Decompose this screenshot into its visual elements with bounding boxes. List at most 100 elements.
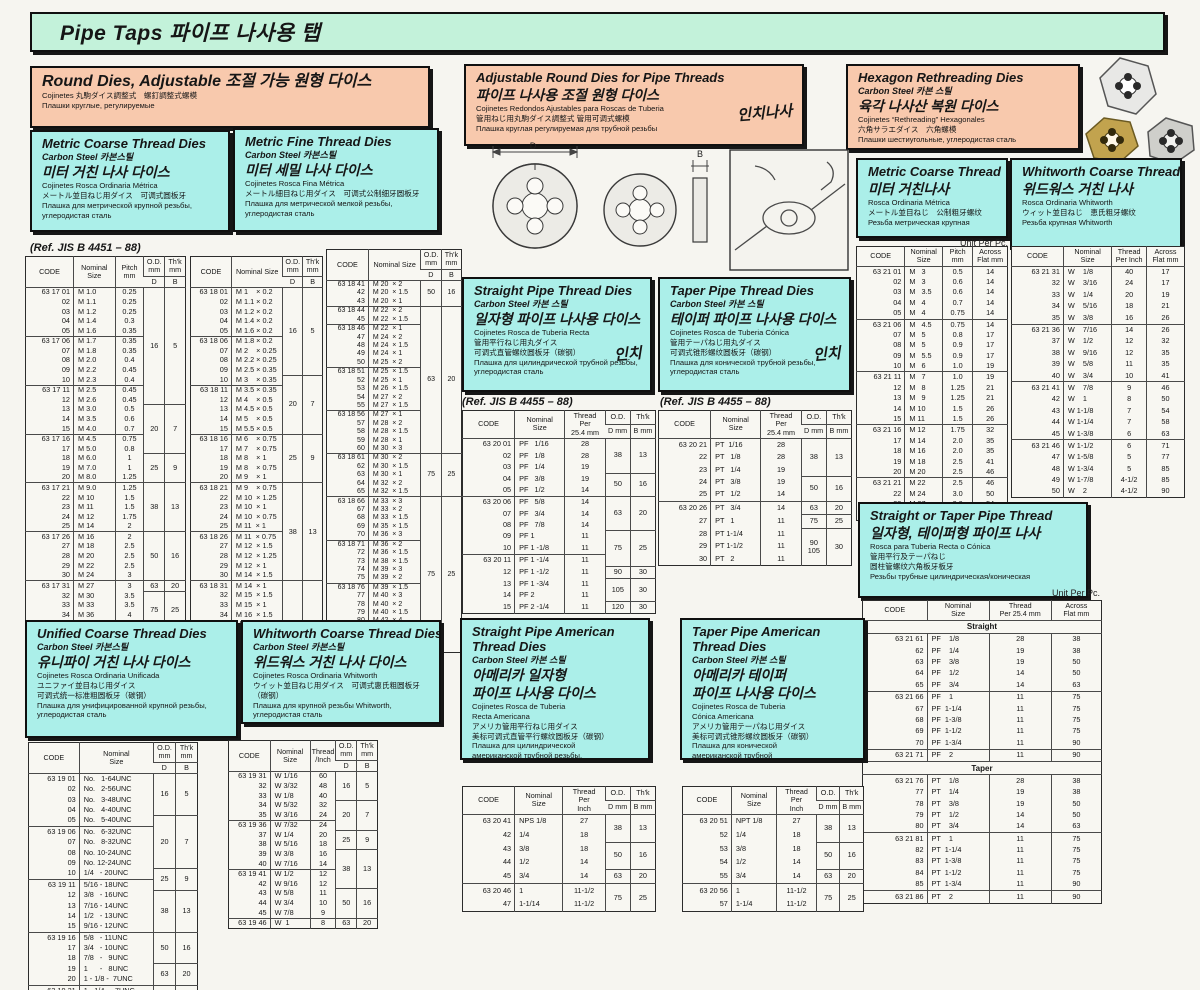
cell: 50 — [335, 888, 357, 919]
table-row: 42 W 1 8 50 — [1012, 393, 1185, 406]
cell: 17 — [893, 435, 902, 445]
column-header: Thread Per 25.4 mm — [760, 410, 802, 439]
cell: 38 — [153, 889, 176, 933]
table-row: 39 W 5/8 11 35 — [1012, 358, 1185, 371]
cell: 40 — [258, 858, 267, 868]
cell: 53 — [357, 385, 365, 393]
table-row: 63 21 41 W 7/8 9 46 — [1011, 381, 1185, 394]
table-row: 58 M 28 × 1.5 — [327, 428, 462, 437]
cell: PF 7/8 — [514, 519, 565, 531]
cell: 1/4 — [730, 828, 777, 842]
cell: W 9/16 — [269, 879, 311, 889]
cell: 63 17 31 — [25, 580, 74, 592]
table-row: 63 21 36 W 7/16 14 26 — [1011, 323, 1185, 336]
cell: 04 — [893, 297, 902, 307]
cell: 48 — [1051, 463, 1060, 473]
cell: 35 — [1145, 358, 1185, 371]
cell: 03 — [219, 306, 228, 316]
cell: 05 — [67, 815, 76, 825]
header-line: ユニファイ並目ねじ用ダイス — [37, 680, 136, 690]
table-straight-pipe-dies: CODE Nominal Size Thread Per 25.4 mm O.D. Th… — [462, 410, 656, 615]
cell: M 3.5 — [73, 414, 116, 424]
table-row: 13 7/16 - 14UNC — [29, 900, 198, 911]
cell: 12 — [309, 879, 336, 889]
cell: W 7/8 — [1062, 381, 1112, 394]
cell: PF 5/8 — [514, 495, 565, 509]
table-row: 17 3/4 - 10UNC — [29, 943, 198, 954]
column-header: Thread Per 25.4 mm — [564, 410, 606, 439]
header-line: Rosca Ordinaria Whitworth — [1022, 198, 1113, 208]
section-straight-pipe-american: Straight Pipe American Thread Dies Carbon … — [460, 618, 650, 760]
table-row: 28 M 20 2.5 — [26, 551, 186, 562]
header-line: Резьбы трубные цилиндрическая/коническая — [870, 571, 1031, 581]
cell: 20 — [61, 472, 70, 482]
cell: No. 4-40UNC — [78, 805, 154, 816]
cell: 63 — [357, 471, 365, 479]
cell: 0.5 — [114, 404, 144, 415]
table-row: 43 W 1-1/8 7 54 — [1012, 405, 1185, 417]
cell: PF 1 -1/8 — [514, 542, 565, 555]
cell: 120 — [604, 600, 631, 614]
cell: 12 — [502, 567, 512, 577]
cell: No. 5-40UNC — [78, 815, 154, 827]
table-metric-fine-dies-2: CODE Nominal Size O.D. mm Th'k mm D B 63 18 41… — [326, 249, 462, 653]
table-row: 53 3/8 18 50 16 — [683, 841, 864, 870]
table-row: 13 M 9 1.25 21 — [857, 393, 1008, 404]
cell: 75 — [1050, 714, 1102, 726]
cell: 14 — [988, 809, 1052, 821]
header-line: Плашка для метрической мелкой резьбы, уг… — [245, 198, 393, 218]
cell: M 28 × 2 — [367, 419, 421, 429]
cell: 40 — [1111, 265, 1147, 278]
table-row: 77 M 40 × 3 — [327, 592, 462, 601]
header-line: Carbon Steel 카본스틸 — [253, 641, 345, 652]
cell: 03 — [61, 306, 70, 316]
cell: M 10 × 1 — [230, 502, 283, 513]
table-row: 08 M 5 0.9 17 — [857, 340, 1008, 351]
cell: 37 — [1051, 336, 1060, 346]
cell: 22 — [893, 488, 902, 498]
cell: W 1 — [1062, 393, 1112, 406]
cell: M 3 — [904, 265, 943, 277]
cell: 52 — [719, 830, 728, 840]
cell: 14 — [564, 508, 606, 520]
cell: 90 — [1050, 748, 1102, 762]
cell: 0.35 — [114, 335, 144, 347]
header-line: 파이프 나사용 다이스 — [692, 684, 816, 701]
cell: 20 — [440, 306, 462, 454]
table-row: 63 20 21 PT 1/16 28 38 13 — [658, 437, 852, 477]
cell: M 32 × 1.5 — [367, 487, 421, 497]
cell: 77 — [1145, 451, 1185, 464]
catalog-table-nps: CODE Nominal Size Thread Per Inch O.D. Th'k D… — [462, 786, 656, 913]
cell: 20 — [175, 963, 198, 986]
cell: M 6 — [904, 361, 943, 372]
cell: 63 17 11 — [25, 384, 74, 396]
table-row: 20 1 - 1/8 - 7UNC — [29, 974, 198, 986]
cell: PF 1 -1/4 — [514, 553, 565, 567]
cell: 13 — [629, 813, 656, 842]
cell: 3.5 — [114, 600, 144, 611]
cell: 20 — [825, 500, 852, 515]
ref-jis-4451: (Ref. JIS B 4451 – 88) — [30, 242, 141, 254]
table-row: 50 W 2 4-1/2 90 — [1012, 485, 1185, 498]
cell: 30 — [825, 527, 852, 566]
table-row: 45 M 22 × 1.5 — [327, 315, 462, 325]
cell: 0.75 — [114, 433, 144, 445]
cell: 32 — [1145, 335, 1185, 348]
cell: PF 1/2 — [514, 484, 565, 497]
table-row: 02 PF 1/8 28 — [463, 450, 656, 462]
cell: M 9 × 0.75 — [230, 482, 283, 493]
cell: M 33 × 1.5 — [367, 514, 421, 523]
cell: 14 — [760, 488, 802, 502]
cell: M 1.0 — [73, 286, 116, 298]
header-line: Whitworth Coarse Thread Dies — [253, 626, 441, 641]
table-row: 70 M 36 × 3 — [327, 531, 462, 540]
cell: M 36 × 1.5 — [367, 548, 421, 558]
table-row: 69 PF 1-1/2 11 75 — [863, 725, 1102, 738]
cell: 50 — [1050, 656, 1102, 668]
cell: 63 21 01 — [856, 265, 905, 277]
cell: M 3 — [904, 276, 943, 288]
cell: M 5.0 — [73, 444, 116, 454]
table-row: 78 PT 3/8 19 50 — [863, 798, 1102, 810]
cell: 14 — [219, 413, 228, 423]
cell: M 27 × 1 — [367, 410, 421, 420]
